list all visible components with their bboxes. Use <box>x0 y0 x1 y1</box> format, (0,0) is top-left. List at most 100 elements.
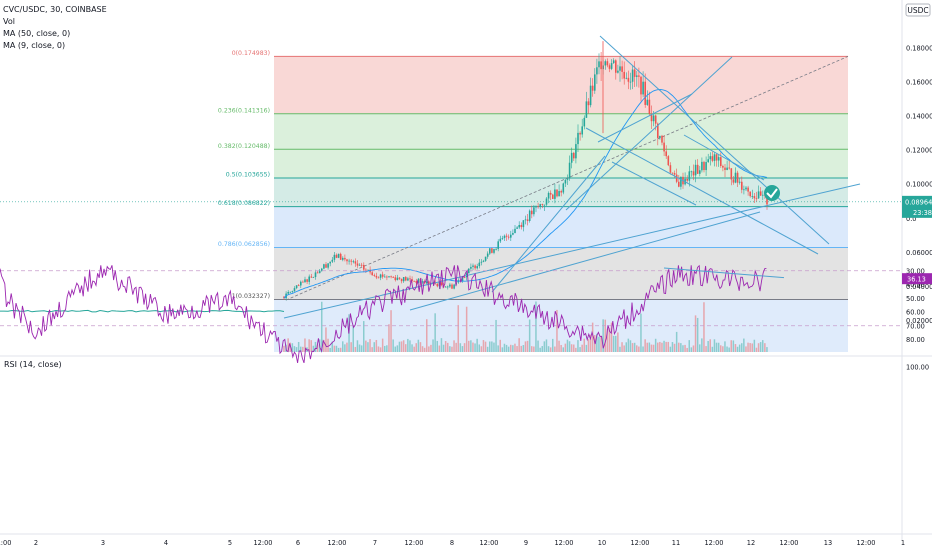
volume-bar <box>358 344 361 352</box>
volume-bar <box>363 321 365 352</box>
candle-body <box>560 191 562 193</box>
volume-bar <box>652 344 655 352</box>
volume-bar <box>434 313 436 352</box>
candle-body <box>335 254 338 258</box>
trendline[interactable] <box>599 35 830 245</box>
trendline[interactable] <box>585 127 819 255</box>
fibonacci-retracement[interactable] <box>274 55 849 352</box>
rsi-tick-label: 70.00 <box>906 322 925 330</box>
volume-bar <box>663 340 665 352</box>
time-tick-label: 3 <box>101 539 105 547</box>
rsi-trendline[interactable] <box>663 267 785 279</box>
trend-drawings[interactable] <box>283 35 861 319</box>
candle-body <box>644 81 646 105</box>
volume-bar <box>350 342 352 352</box>
current-price-tag[interactable] <box>902 195 932 218</box>
candle-body <box>669 165 672 173</box>
volume-bar <box>316 344 319 352</box>
volume-bar <box>751 343 753 352</box>
volume-bar <box>673 343 676 352</box>
candle-body <box>400 278 403 282</box>
volume-bar <box>568 341 571 352</box>
candle-body <box>526 219 529 221</box>
volume-bar <box>619 346 621 352</box>
volume-bar <box>554 346 556 352</box>
volume-bar <box>705 346 707 352</box>
trendline[interactable] <box>409 211 761 311</box>
volume-bar <box>373 342 375 352</box>
volume-bar <box>745 346 747 352</box>
volume-bar <box>692 345 695 352</box>
time-axis[interactable]: 1:00 2 3 4 5 12:00 6 12:00 7 12:00 8 12:00 9 12:00 10 1… <box>0 533 932 547</box>
volume-bar <box>331 341 333 352</box>
volume-bar <box>486 346 489 352</box>
volume-bar <box>728 347 730 352</box>
candle-body <box>501 238 504 239</box>
volume-bar <box>699 344 701 352</box>
volume-bar <box>623 345 625 352</box>
fibonacci-labels: 0(0.174983) 0.236(0.141316) 0.382(0.120488… <box>218 50 270 300</box>
rsi-pane[interactable]: 100.00 80.00 70.00 60.00 50.00 40.00 30.0036.1… <box>0 264 932 372</box>
price-line-prelisting <box>0 309 285 313</box>
candle-body <box>766 195 768 205</box>
volume-bar <box>388 324 390 352</box>
candle-body <box>703 161 705 171</box>
candle-body <box>289 291 292 293</box>
chart-legend: CVC/USDC, 30, COINBASE Vol MA (50, close… <box>3 3 931 369</box>
rsi-tick-label: 100.00 <box>906 364 929 372</box>
volume-bar <box>762 340 764 352</box>
candle-body <box>463 277 466 278</box>
candle-body <box>564 179 567 184</box>
rsi-value-tag[interactable] <box>902 273 932 285</box>
candle-body <box>287 292 289 294</box>
candle-body <box>484 256 487 261</box>
candle-body <box>375 275 378 278</box>
volume-bar <box>575 347 577 352</box>
candle-body <box>610 63 613 69</box>
candle-body <box>541 204 544 205</box>
trendline[interactable] <box>491 155 606 293</box>
volume-bar <box>612 335 615 352</box>
candle-body <box>449 284 451 287</box>
trendline[interactable] <box>565 56 733 211</box>
checkmark-icon-glyph <box>766 188 778 199</box>
volume-bar <box>323 339 325 352</box>
volume-bar <box>360 345 363 352</box>
trendline[interactable] <box>683 134 765 181</box>
volume-bar <box>644 339 646 352</box>
fib-zone <box>274 247 848 300</box>
volume-bar <box>501 347 504 352</box>
time-tick-label: 2 <box>34 539 38 547</box>
candle-body <box>405 277 407 281</box>
checkmark-icon[interactable] <box>764 185 780 201</box>
candle-body <box>495 248 497 250</box>
volume-bar <box>346 342 348 352</box>
candle-body <box>327 263 329 268</box>
candle-body <box>690 171 693 173</box>
candle-body <box>480 261 483 263</box>
candle-body <box>493 249 495 253</box>
volume-bar <box>678 342 680 352</box>
candle-body <box>409 278 411 280</box>
volume-bar <box>436 340 438 352</box>
trendline[interactable] <box>597 93 693 143</box>
fib-zone <box>274 206 848 248</box>
currency-badge[interactable] <box>905 3 931 17</box>
candle-body <box>671 172 674 174</box>
volume-bar <box>759 342 762 352</box>
volume-bar <box>444 341 447 352</box>
volume-bar <box>495 319 497 352</box>
trendline[interactable] <box>611 161 697 206</box>
volume-bar <box>617 332 619 352</box>
candle-body <box>407 278 409 281</box>
trendline[interactable] <box>283 183 861 319</box>
volume-bar <box>724 341 726 352</box>
candle-body <box>415 281 418 283</box>
volume-bar <box>344 344 346 352</box>
symbol-title: CVC/USDC, 30, COINBASE <box>3 5 107 14</box>
candle-body <box>428 281 430 284</box>
